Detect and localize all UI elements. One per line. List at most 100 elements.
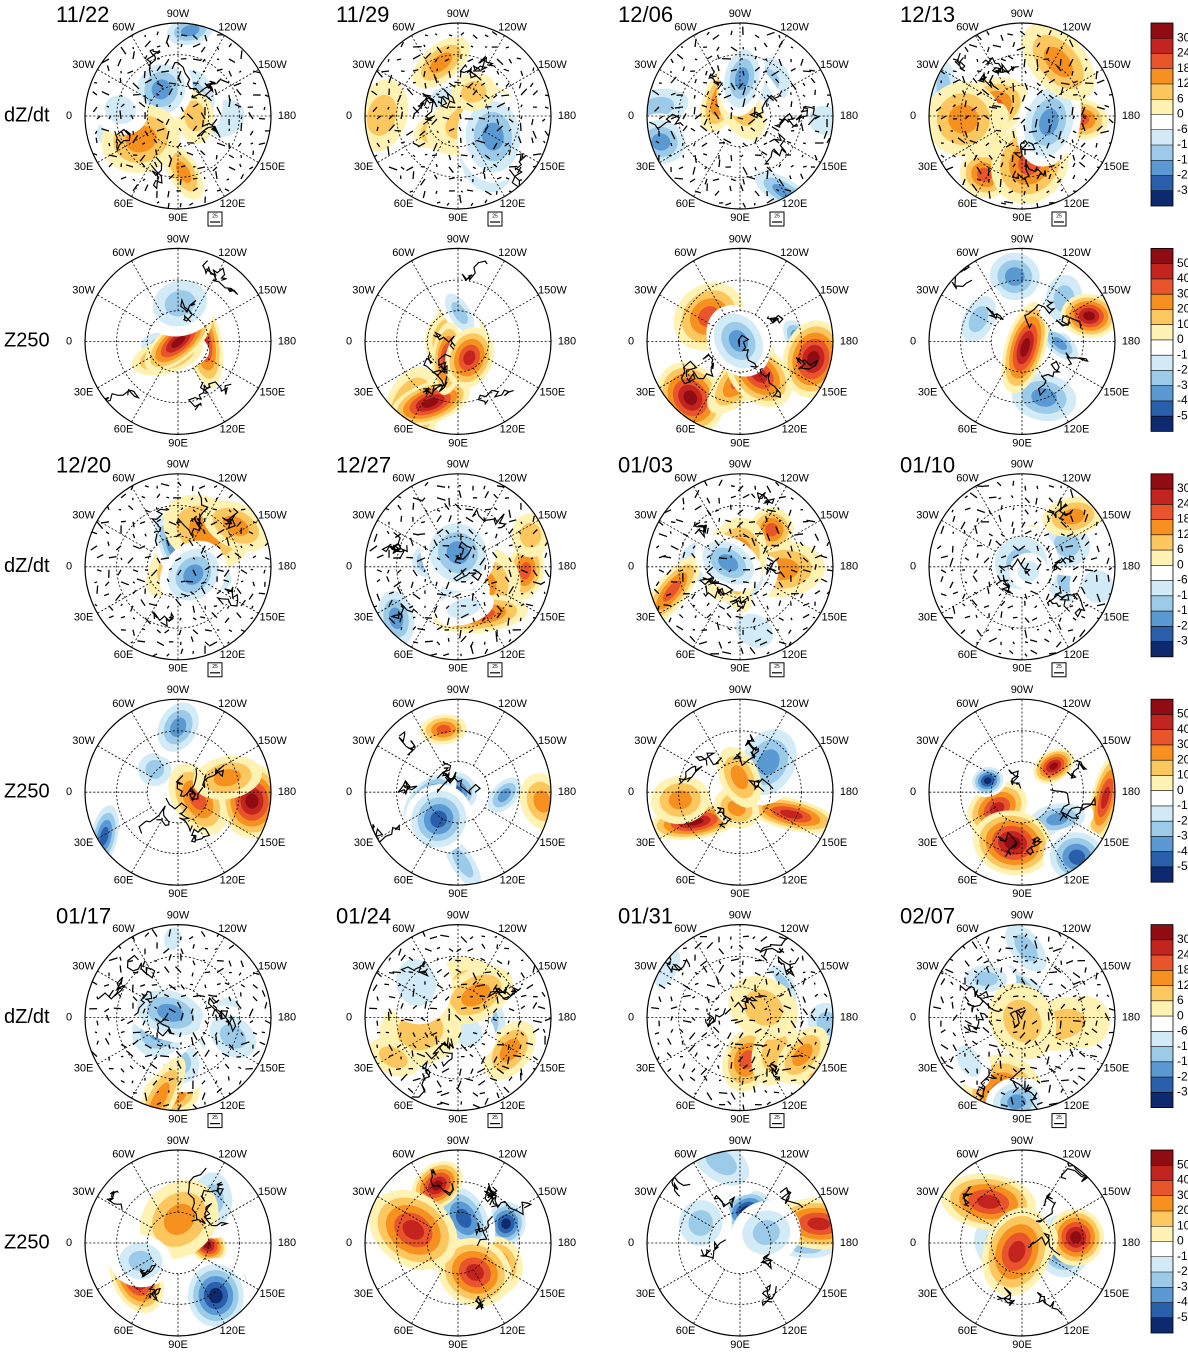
colorbar-swatch: [1151, 1196, 1173, 1211]
colorbar-swatch: [1151, 401, 1173, 416]
longitude-label: 90W: [167, 233, 190, 245]
colorbar-swatch: [1151, 1165, 1173, 1180]
longitude-label: 0: [346, 561, 352, 573]
colorbar-swatch: [1151, 714, 1173, 729]
colorbar-tick-label: 0: [1177, 107, 1184, 121]
colorbar-swatch: [1151, 611, 1173, 626]
longitude-label: 30W: [634, 510, 657, 522]
colorbar-swatch: [1151, 730, 1173, 745]
wind-vector: [765, 1009, 767, 1010]
longitude-label: 180: [558, 786, 576, 798]
row-label: Z250: [4, 780, 50, 802]
wind-vector: [703, 82, 707, 83]
longitude-label: 90W: [167, 459, 190, 471]
wind-vector: [241, 123, 242, 131]
longitude-label: 180: [558, 1237, 576, 1249]
wind-vector: [951, 570, 953, 571]
longitude-label: 180: [840, 110, 858, 122]
longitude-label: 120W: [780, 472, 809, 484]
longitude-label: 90E: [448, 663, 468, 675]
longitude-label: 120E: [500, 198, 526, 210]
longitude-label: 0: [346, 786, 352, 798]
wind-vector: [497, 1033, 501, 1034]
longitude-label: 150W: [1102, 735, 1131, 747]
wind-vector: [121, 980, 122, 985]
longitude-label: 60W: [112, 22, 135, 34]
wind-vector: [1061, 1080, 1069, 1081]
longitude-label: 30W: [916, 510, 939, 522]
longitude-label: 150E: [540, 612, 566, 624]
longitude-label: 90W: [729, 1135, 752, 1147]
longitude-label: 90W: [447, 8, 470, 20]
longitude-label: 60E: [676, 649, 696, 661]
wind-vector: [803, 143, 806, 144]
longitude-label: 30E: [354, 161, 374, 173]
longitude-label: 60E: [394, 198, 414, 210]
longitude-label: 60E: [676, 1325, 696, 1337]
longitude-label: 120W: [1062, 923, 1091, 935]
wind-vector: [506, 47, 509, 48]
colorbar-swatch: [1151, 836, 1173, 851]
colorbar-swatch: [1151, 1092, 1173, 1107]
colorbar-swatch: [1151, 1226, 1173, 1241]
colorbar-tick-label: 50: [1177, 1157, 1188, 1171]
longitude-label: 150E: [260, 1063, 286, 1075]
colorbar-tick-label: 12: [1177, 978, 1188, 992]
colorbar-swatch: [1151, 1257, 1173, 1272]
longitude-label: 150E: [822, 161, 848, 173]
wind-vector: [977, 980, 978, 985]
longitude-label: 30W: [72, 735, 95, 747]
longitude-label: 0: [346, 1012, 352, 1024]
longitude-label: 30W: [72, 510, 95, 522]
wind-vector: [1001, 118, 1003, 119]
longitude-label: 60E: [958, 198, 978, 210]
row-label: dZ/dt: [4, 1006, 50, 1028]
wind-vector: [544, 592, 545, 594]
longitude-label: 60E: [958, 649, 978, 661]
row-label: Z250: [4, 330, 50, 352]
wind-vector: [1049, 948, 1053, 949]
longitude-label: 150E: [822, 612, 848, 624]
longitude-label: 150E: [1104, 1288, 1130, 1300]
colorbar-tick-label: 18: [1177, 963, 1188, 977]
colorbar-tick-label: -40: [1177, 1295, 1188, 1309]
wind-vector: [791, 1056, 799, 1057]
wind-vector: [964, 530, 965, 534]
wind-vector: [976, 615, 977, 618]
longitude-label: 90E: [1012, 888, 1032, 900]
longitude-label: 150E: [260, 161, 286, 173]
vector-reference-label: 25: [1056, 664, 1062, 670]
wind-vector: [236, 1057, 241, 1058]
wind-vector: [160, 1056, 169, 1057]
longitude-label: 150E: [540, 1063, 566, 1075]
longitude-label: 30W: [634, 1186, 657, 1198]
colorbar-swatch: [1151, 1016, 1173, 1031]
longitude-label: 120E: [1064, 1325, 1090, 1337]
longitude-label: 150E: [540, 1288, 566, 1300]
longitude-label: 0: [66, 1012, 72, 1024]
longitude-label: 150W: [538, 1186, 567, 1198]
wind-vector: [448, 638, 449, 642]
colorbar-swatch: [1151, 1077, 1173, 1092]
wind-vector: [1006, 948, 1013, 949]
wind-vector: [731, 1020, 738, 1021]
wind-vector: [779, 1077, 780, 1081]
longitude-label: 60E: [394, 1325, 414, 1337]
longitude-label: 90W: [729, 459, 752, 471]
wind-vector: [509, 166, 517, 167]
wind-vector: [145, 95, 146, 104]
longitude-label: 30E: [354, 386, 374, 398]
colorbar-swatch: [1151, 642, 1173, 657]
longitude-label: 60W: [392, 923, 415, 935]
wind-vector: [484, 174, 485, 179]
longitude-label: 180: [278, 561, 296, 573]
wind-vector: [682, 973, 683, 976]
longitude-label: 60W: [392, 1149, 415, 1161]
wind-vector: [1049, 984, 1053, 985]
longitude-label: 90E: [448, 437, 468, 449]
longitude-label: 30E: [74, 386, 94, 398]
longitude-label: 150W: [538, 510, 567, 522]
wind-vector: [425, 154, 427, 155]
polar-map: 90W120W150W180150E120E90E60E30E030W60W: [66, 459, 296, 675]
longitude-label: 30E: [74, 1288, 94, 1300]
